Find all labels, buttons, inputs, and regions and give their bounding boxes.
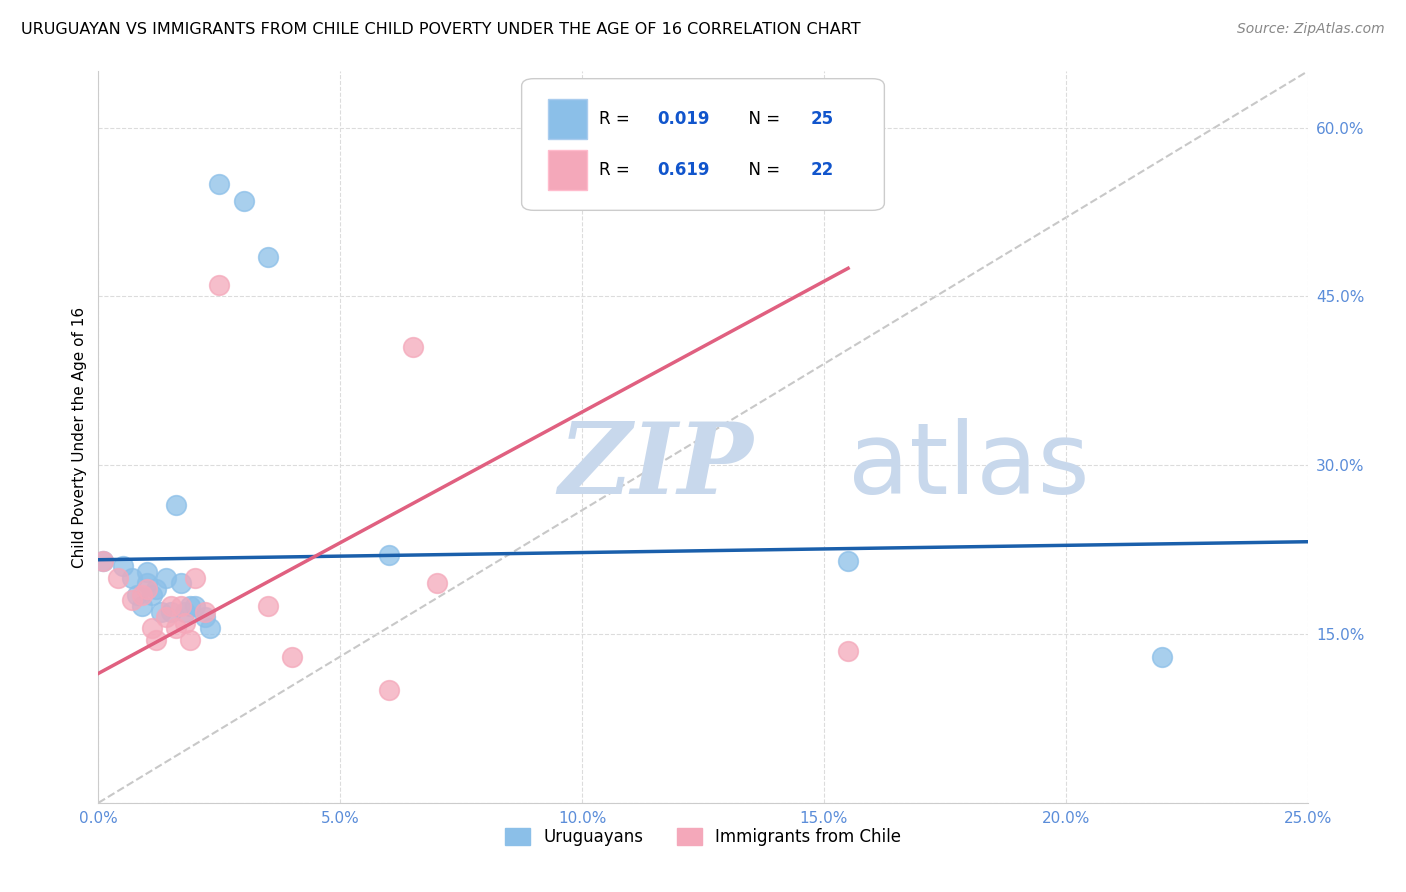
Point [281, 649, 304, 664]
Text: N =: N = [738, 161, 786, 179]
Point [150, 605, 173, 619]
Point [141, 621, 163, 635]
Bar [548, 150, 586, 190]
Point [135, 565, 157, 579]
Text: URUGUAYAN VS IMMIGRANTS FROM CHILE CHILD POVERTY UNDER THE AGE OF 16 CORRELATION: URUGUAYAN VS IMMIGRANTS FROM CHILE CHILD… [21, 22, 860, 37]
Point [107, 571, 129, 585]
Point [377, 548, 399, 562]
Point [194, 605, 217, 619]
Point [145, 632, 167, 647]
Point [174, 615, 197, 630]
Point [837, 554, 859, 568]
Point [402, 340, 425, 354]
Text: ZIP: ZIP [558, 418, 752, 515]
Bar [548, 99, 586, 139]
Point [155, 610, 177, 624]
Point [426, 576, 449, 591]
Point [184, 599, 207, 613]
Point [127, 588, 149, 602]
Point [160, 599, 183, 613]
Text: 25: 25 [811, 110, 834, 128]
FancyBboxPatch shape [522, 78, 884, 211]
Point [121, 571, 143, 585]
Point [232, 194, 254, 208]
Point [91, 554, 114, 568]
Text: atlas: atlas [848, 417, 1090, 515]
Point [91, 554, 114, 568]
Point [208, 278, 231, 293]
Text: 22: 22 [811, 161, 834, 179]
Point [145, 582, 167, 596]
Point [169, 576, 191, 591]
Point [121, 593, 143, 607]
Text: R =: R = [599, 161, 636, 179]
Point [141, 588, 163, 602]
Point [169, 599, 191, 613]
Point [208, 177, 231, 191]
Text: 0.019: 0.019 [657, 110, 710, 128]
Point [135, 582, 157, 596]
Point [160, 605, 183, 619]
Point [377, 683, 399, 698]
Point [179, 599, 201, 613]
Point [1152, 649, 1174, 664]
Text: N =: N = [738, 110, 786, 128]
Point [111, 559, 134, 574]
Text: 0.619: 0.619 [657, 161, 710, 179]
Text: Source: ZipAtlas.com: Source: ZipAtlas.com [1237, 22, 1385, 37]
Point [165, 621, 187, 635]
Point [131, 599, 153, 613]
Point [179, 632, 201, 647]
Point [135, 576, 157, 591]
Point [174, 605, 197, 619]
Point [194, 610, 217, 624]
Point [155, 571, 177, 585]
Y-axis label: Child Poverty Under the Age of 16: Child Poverty Under the Age of 16 [72, 307, 87, 567]
Point [837, 644, 859, 658]
Point [256, 599, 278, 613]
Point [198, 621, 221, 635]
Text: R =: R = [599, 110, 636, 128]
Point [256, 250, 278, 264]
Point [131, 588, 153, 602]
Point [165, 498, 187, 512]
Legend: Uruguayans, Immigrants from Chile: Uruguayans, Immigrants from Chile [498, 822, 908, 853]
Point [184, 571, 207, 585]
